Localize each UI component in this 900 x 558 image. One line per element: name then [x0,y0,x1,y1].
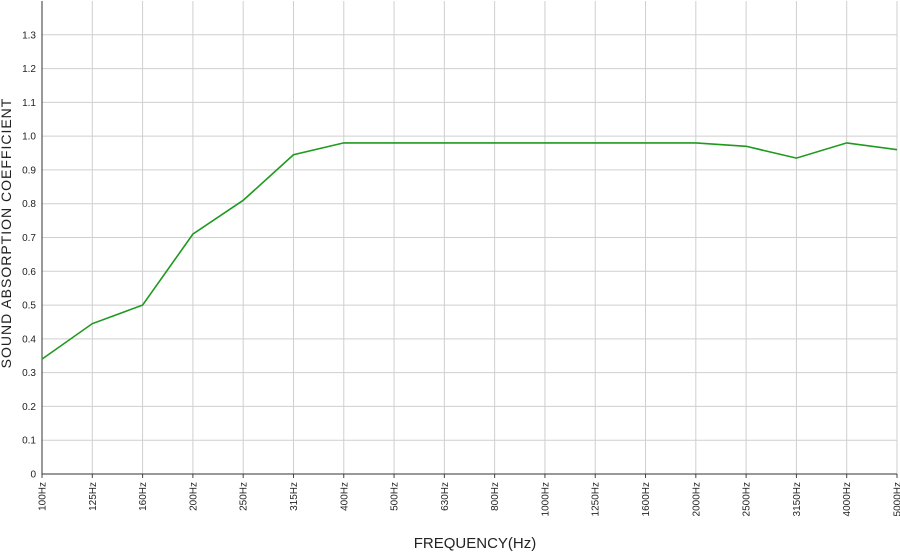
x-tick-label: 800Hz [490,482,501,511]
x-tick-label: 1250Hz [591,482,602,516]
x-tick-label: 2000Hz [691,482,702,516]
y-axis-title: SOUND ABSORPTION COEFFICIENT [0,98,14,369]
x-tick-label: 100Hz [38,482,49,511]
y-tick-label: 0.1 [22,436,36,447]
x-tick-label: 200Hz [188,482,199,511]
x-tick-label: 2500Hz [742,482,753,516]
x-tick-label: 630Hz [440,482,451,511]
data-line [41,142,898,360]
y-tick-label: 1.1 [22,98,36,109]
x-tick-label: 5000Hz [893,482,900,516]
x-tick-label: 1000Hz [540,482,551,516]
y-tick-label: 0.9 [22,165,36,176]
y-tick-label: 1.2 [22,64,36,75]
y-tick-label: 0.7 [22,233,36,244]
x-tick-label: 1600Hz [641,482,652,516]
y-tick-label: 0.4 [22,334,36,345]
y-tick-label: 1.0 [22,132,36,143]
x-tick-label: 500Hz [390,482,401,511]
x-tick-label: 3150Hz [792,482,803,516]
y-tick-label: 0.5 [22,301,36,312]
x-tick-label: 400Hz [339,482,350,511]
y-tick-label: 0.3 [22,368,36,379]
y-tick-label: 1.3 [22,30,36,41]
x-tick-label: 160Hz [138,482,149,511]
x-axis-title: FREQUENCY(Hz) [414,535,537,552]
y-tick-label: 0.6 [22,267,36,278]
x-tick-label: 125Hz [88,482,99,511]
x-tick-label: 250Hz [239,482,250,511]
y-tick-label: 0 [30,470,36,481]
x-tick-label: 4000Hz [842,482,853,516]
y-tick-label: 0.8 [22,199,36,210]
x-tick-label: 315Hz [289,482,300,511]
y-tick-label: 0.2 [22,402,36,413]
